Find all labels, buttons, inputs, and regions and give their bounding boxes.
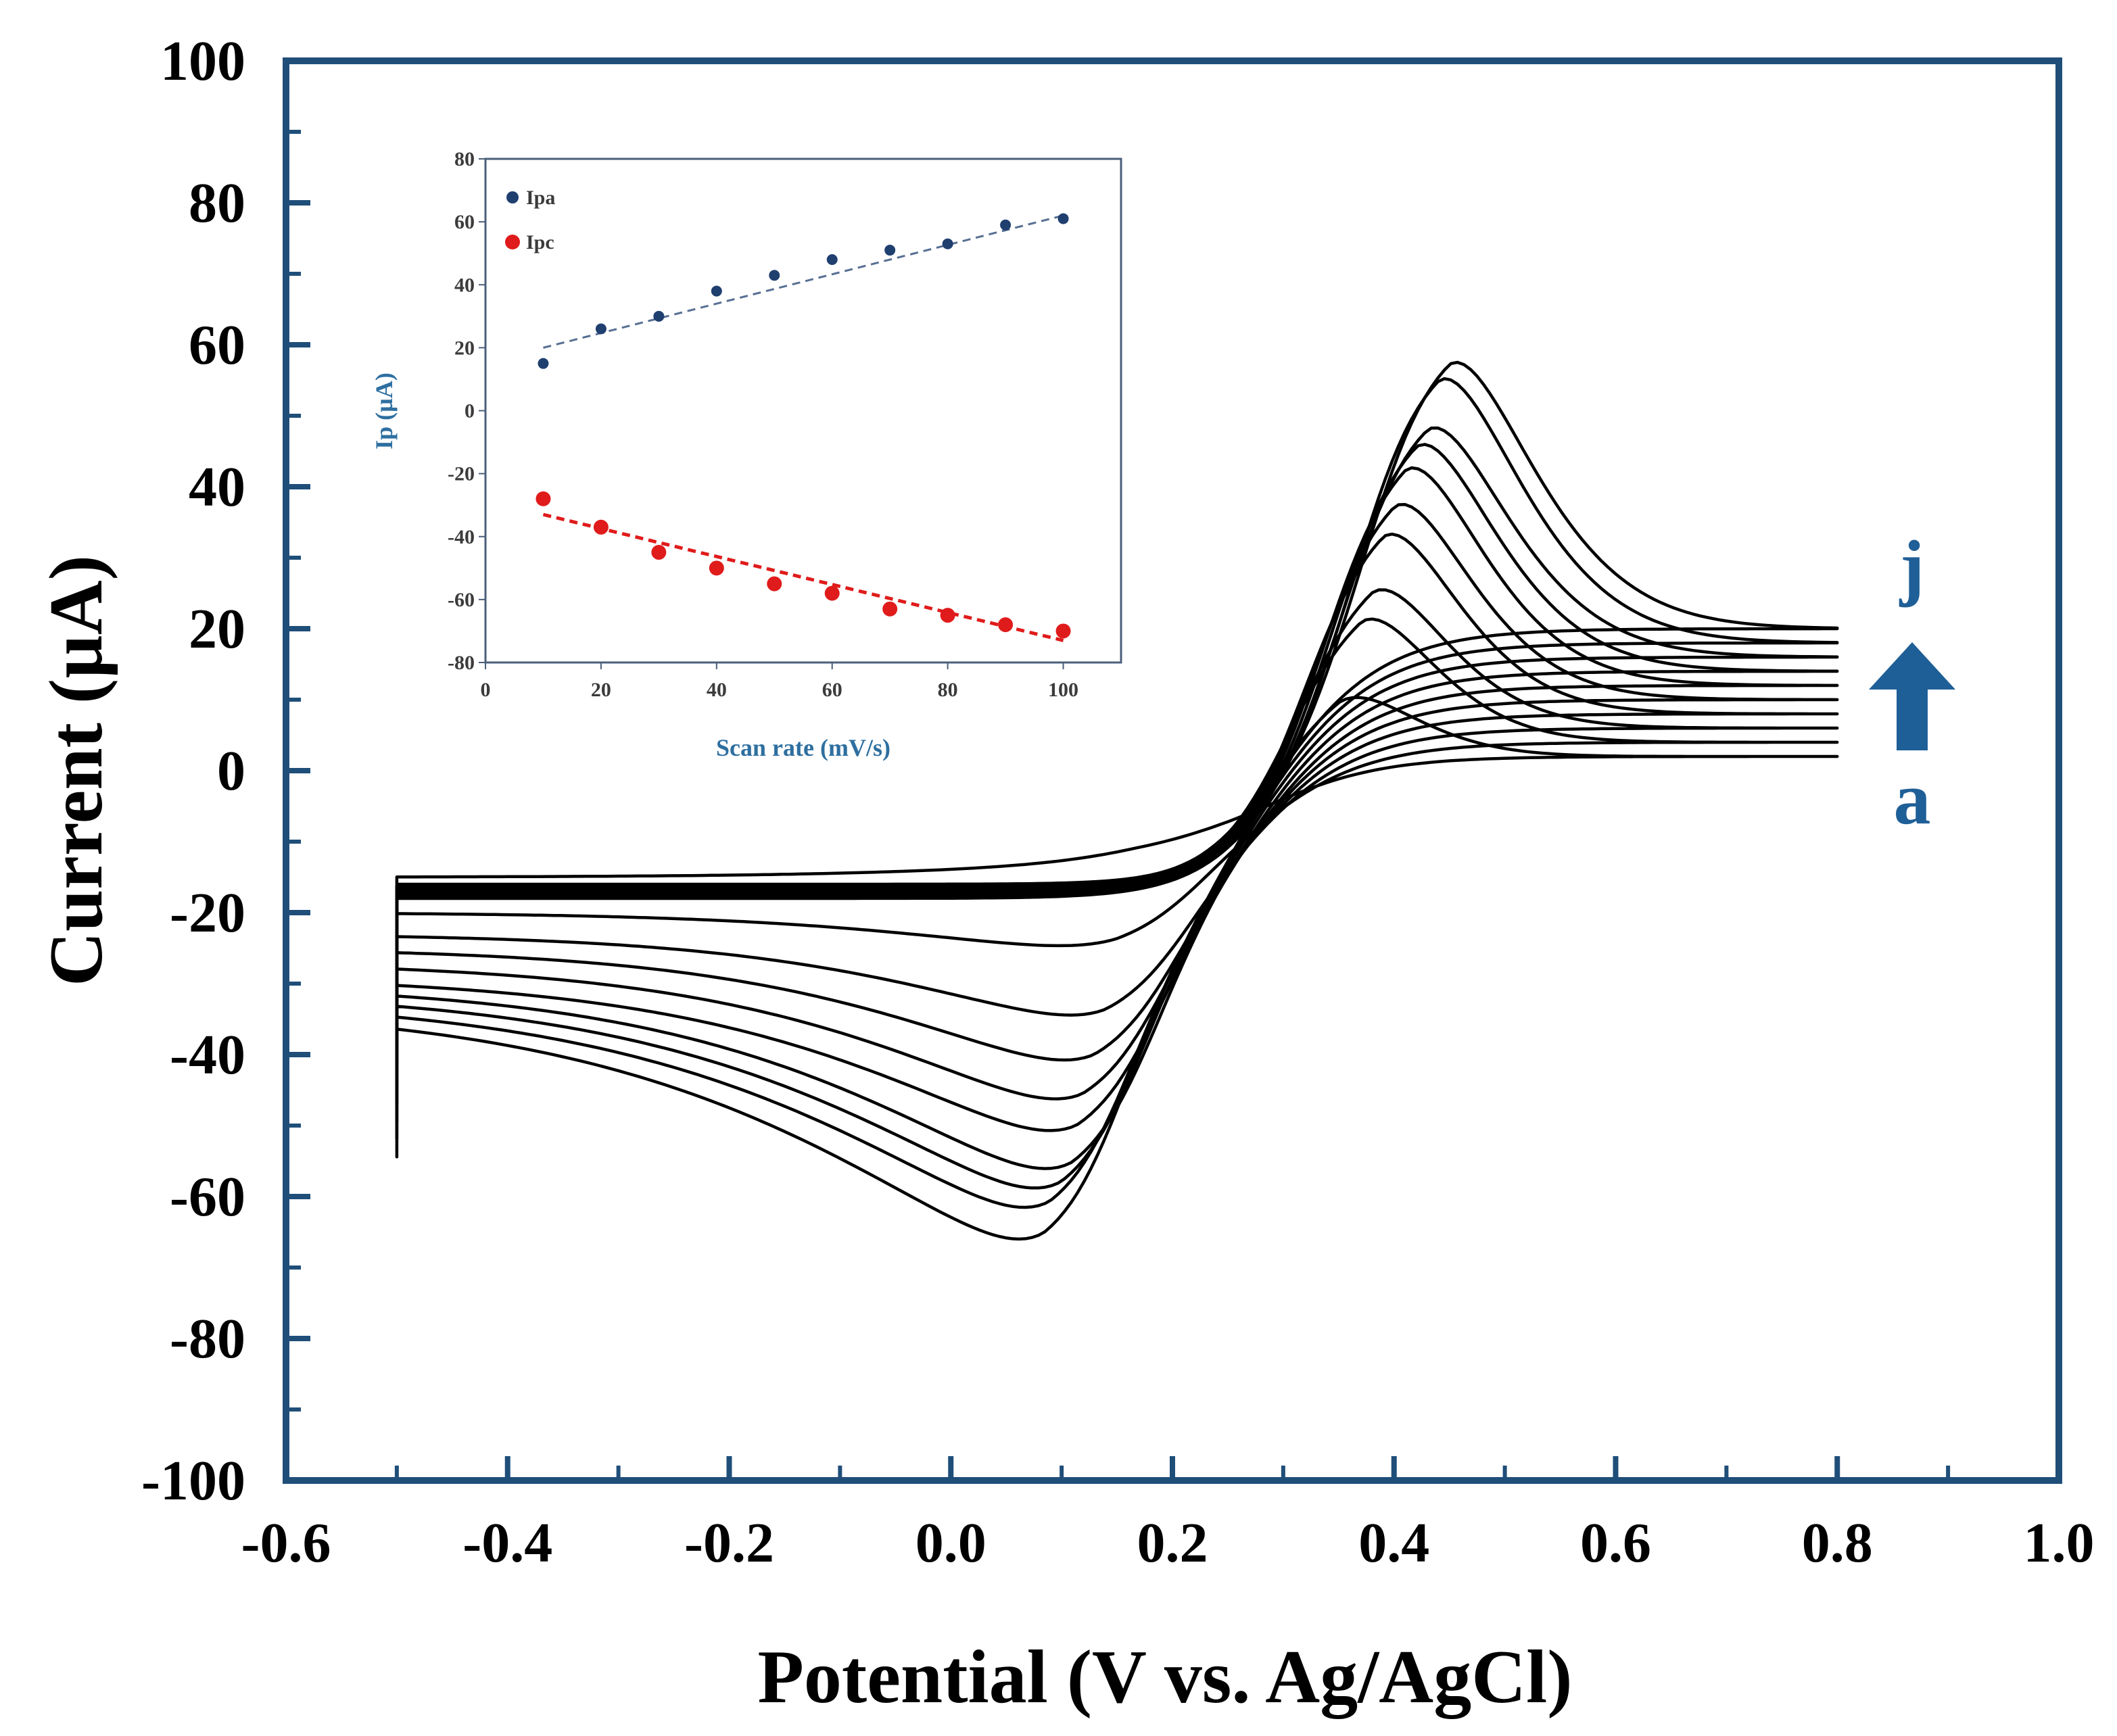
legend-label-ipa: Ipa xyxy=(526,187,555,209)
cv-curve-j xyxy=(395,360,1839,1241)
inset-chart: 0 20 40 60 80 100 -80 -60 -40 -20 0 20 40 60 80 Scan … xyxy=(371,148,1122,761)
legend-label-ipc: Ipc xyxy=(526,231,554,254)
main-x-tick-label: 0.2 xyxy=(1137,1512,1208,1574)
main-y-tick-label: 80 xyxy=(189,172,245,235)
main-y-tick-label: -80 xyxy=(170,1307,245,1370)
main-x-tick-label: -0.4 xyxy=(462,1512,552,1574)
cv-curve-f xyxy=(395,466,1839,1132)
series-label-j: j xyxy=(1899,525,1925,608)
point-ipa xyxy=(653,310,665,322)
inset-y-tick-label: 40 xyxy=(454,274,475,296)
point-ipc xyxy=(824,585,840,601)
main-y-tick-label: -40 xyxy=(170,1023,245,1086)
inset-y-tick-label: 80 xyxy=(454,148,475,170)
main-y-tick-label: -60 xyxy=(170,1165,245,1228)
main-y-tick-label: 0 xyxy=(217,740,245,802)
point-ipc xyxy=(940,608,955,623)
inset-x-tick-label: 60 xyxy=(822,679,842,701)
inset-legend: Ipa Ipc xyxy=(505,187,555,254)
point-ipa xyxy=(1000,219,1012,231)
main-x-tick-label: -0.2 xyxy=(684,1512,774,1574)
inset-y-tick-label: 60 xyxy=(454,211,475,233)
point-ipa xyxy=(1057,213,1069,224)
point-ipc xyxy=(998,617,1014,633)
point-ipa xyxy=(538,358,549,369)
inset-trendlines xyxy=(542,214,1064,642)
inset-y-tick-label: 0 xyxy=(465,400,475,423)
inset-y-tick-label: -60 xyxy=(448,589,475,611)
point-ipc xyxy=(593,519,609,535)
main-x-tick-label: 1.0 xyxy=(2024,1512,2095,1574)
main-x-tick-label: 0.6 xyxy=(1580,1512,1651,1574)
inset-background xyxy=(485,159,1121,662)
cv-curve-i xyxy=(395,377,1839,1209)
main-y-tick-label: -20 xyxy=(170,882,245,944)
main-x-tick-label: -0.6 xyxy=(241,1512,331,1574)
trendline-ipc xyxy=(542,512,1064,642)
main-chart: -0.6 -0.4 -0.2 0.0 0.2 0.4 0.6 0.8 1.0 -100 -80 -6… xyxy=(34,30,2095,1719)
point-ipc xyxy=(882,601,898,617)
main-y-tick-label: -100 xyxy=(141,1449,245,1512)
main-y-ticks: -100 -80 -60 -40 -20 0 20 40 60 80 100 xyxy=(141,30,310,1512)
main-y-axis-title: Current (µA) xyxy=(34,555,118,986)
inset-y-tick-label: -40 xyxy=(448,526,475,548)
main-y-tick-label: 40 xyxy=(189,456,245,519)
inset-x-axis-title: Scan rate (mV/s) xyxy=(716,734,890,761)
main-x-tick-label: 0.8 xyxy=(1802,1512,1873,1574)
arrow-up-icon xyxy=(1869,642,1955,750)
main-x-axis-title: Potential (V vs. Ag/AgCl) xyxy=(758,1635,1573,1719)
main-y-tick-label: 20 xyxy=(189,598,245,660)
cv-curve-a xyxy=(395,696,1839,950)
point-ipa xyxy=(884,245,896,256)
inset-y-tick-label: 20 xyxy=(454,337,475,359)
point-ipc xyxy=(767,576,782,592)
main-x-ticks: -0.6 -0.4 -0.2 0.0 0.2 0.4 0.6 0.8 1.0 xyxy=(241,1456,2095,1574)
point-ipc xyxy=(709,560,724,576)
legend-marker-ipc xyxy=(505,235,520,249)
main-y-tick-label: 60 xyxy=(189,314,245,377)
series-label-a: a xyxy=(1894,757,1931,840)
point-ipa xyxy=(769,270,780,281)
inset-x-tick-label: 20 xyxy=(591,679,611,701)
inset-y-tick-label: -20 xyxy=(448,463,475,485)
inset-x-tick-label: 80 xyxy=(938,679,958,701)
inset-x-ticks: 0 20 40 60 80 100 xyxy=(481,662,1078,701)
cv-curve-d xyxy=(395,532,1839,1062)
inset-y-tick-label: -80 xyxy=(448,652,475,674)
main-y-tick-label: 100 xyxy=(160,30,245,93)
main-x-tick-label: 0.4 xyxy=(1358,1512,1429,1574)
main-x-tick-label: 0.0 xyxy=(915,1512,986,1574)
point-ipa xyxy=(942,238,953,249)
cv-curve-b xyxy=(395,617,1839,993)
inset-points xyxy=(536,213,1071,639)
point-ipa xyxy=(595,323,606,335)
cv-curve-g xyxy=(395,443,1839,1170)
cv-curve-c xyxy=(395,588,1839,1022)
point-ipc xyxy=(1055,623,1071,639)
point-ipc xyxy=(536,491,551,506)
point-ipc xyxy=(651,545,667,560)
inset-x-tick-label: 100 xyxy=(1048,679,1078,701)
cv-curve-h xyxy=(395,426,1839,1190)
trendline-ipa xyxy=(543,214,1064,349)
point-ipa xyxy=(826,254,838,265)
point-ipa xyxy=(711,285,722,297)
main-curves xyxy=(395,360,1839,1241)
cv-curve-e xyxy=(395,503,1839,1101)
inset-y-axis-title: Ip (µA) xyxy=(371,372,398,450)
inset-x-tick-label: 40 xyxy=(707,679,727,701)
legend-marker-ipa xyxy=(506,191,519,203)
inset-x-tick-label: 0 xyxy=(481,679,491,701)
inset-y-ticks: -80 -60 -40 -20 0 20 40 60 80 xyxy=(448,148,485,674)
